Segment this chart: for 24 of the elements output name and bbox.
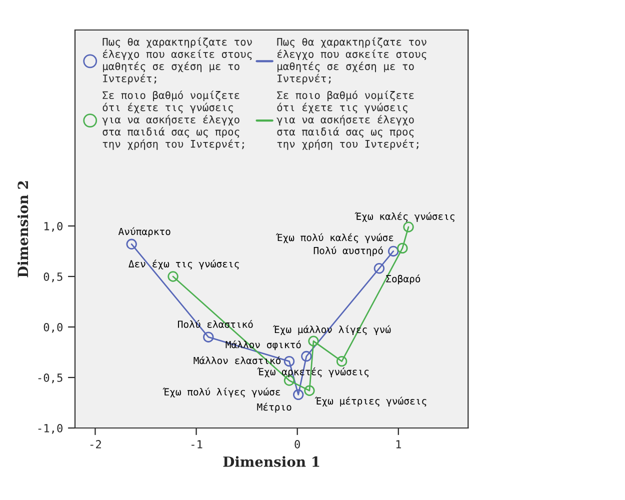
x-tick-label: -1: [192, 440, 202, 448]
legend-label: Σε ποιο βαθμό νομίζετε ότι έχετε τις γνώσεις για να ασκήσετε έλεγχο στα παιδιά σας ως προς την χρήση του Ιντερνέτ;: [102, 90, 244, 150]
x-axis-title: Dimension 1: [223, 456, 320, 467]
annotation: Έχω πολύ λίγες γνώσε: [162, 388, 280, 398]
annotation: Ανύπαρκτο: [118, 227, 170, 238]
x-tick-label: 0: [294, 440, 300, 448]
y-tick-label: 1,0: [44, 222, 62, 232]
annotation: Δεν έχω τις γνώσεις: [128, 260, 239, 270]
y-tick-label: -0,5: [38, 373, 62, 384]
x-tick-label: -2: [90, 440, 101, 448]
legend-label: Πως θα χαρακτηρίζατε τον έλεγχο που ασκείτε στους μαθητές σε σχέση με το Ιντερνέτ;: [102, 37, 252, 84]
text: Πως θα χαρακτηρίζατε τον έλεγχο που ασκείτε στους μαθητές σε σχέση με το Ιντερνέτ;: [277, 37, 426, 84]
y-tick-label: -1,0: [38, 424, 62, 434]
annotation: Έχω καλές γνώσεις: [354, 212, 454, 222]
text: Σε ποιο βαθμό νομίζετε ότι έχετε τις γνώσεις για να ασκήσετε έλεγχο στα παιδιά σας ως προς την χρήση του Ιντερνέτ;: [276, 90, 418, 150]
annotation: Πολύ αυστηρό: [314, 246, 383, 256]
y-axis-title: Dimension 2: [17, 181, 28, 278]
y-tick-label: 0,0: [44, 322, 62, 333]
annotation: Μέτριο: [257, 402, 292, 413]
x-tick-label: 1: [396, 440, 401, 448]
y-tick-label: 0,5: [44, 272, 62, 282]
annotation: Έχω μέτριες γνώσεις: [314, 396, 426, 407]
annotation: Σοβαρό: [386, 274, 420, 284]
annotation: Έχω πολύ καλές γνώσε: [276, 233, 394, 244]
